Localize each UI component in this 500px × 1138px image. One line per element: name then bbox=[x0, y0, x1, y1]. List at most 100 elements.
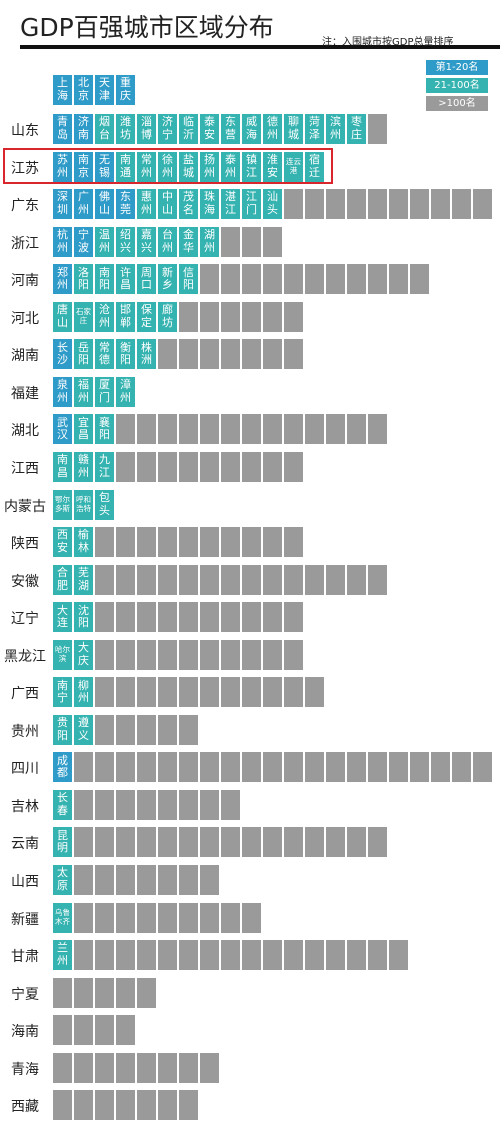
note: 注：入围城市按GDP总量排序 bbox=[322, 37, 454, 48]
other-city-cell bbox=[326, 752, 345, 783]
other-city-cell bbox=[431, 189, 450, 220]
other-city-cell bbox=[200, 789, 219, 820]
other-city-cell bbox=[53, 1090, 72, 1121]
other-city-cell bbox=[452, 752, 471, 783]
city-cell: 遵义 bbox=[74, 714, 93, 745]
other-city-cell bbox=[179, 602, 198, 633]
other-city-cell bbox=[263, 752, 282, 783]
other-city-cell bbox=[116, 977, 135, 1008]
city-cell: 上海 bbox=[53, 75, 72, 105]
other-city-cell bbox=[179, 789, 198, 820]
other-city-cell bbox=[137, 414, 156, 445]
other-city-cell bbox=[284, 940, 303, 971]
other-city-cell bbox=[263, 827, 282, 858]
other-city-cell bbox=[284, 827, 303, 858]
city-cell: 重庆 bbox=[116, 75, 135, 105]
city-cell: 淮安 bbox=[263, 151, 282, 182]
city-cell: 芜湖 bbox=[74, 564, 93, 595]
other-city-cell bbox=[158, 902, 177, 933]
other-city-cell bbox=[326, 264, 345, 295]
city-cell: 常州 bbox=[137, 151, 156, 182]
other-city-cell bbox=[116, 1090, 135, 1121]
province-label: 吉林 bbox=[11, 798, 39, 815]
city-cell: 青岛 bbox=[53, 114, 72, 144]
other-city-cell bbox=[284, 677, 303, 708]
other-city-cell bbox=[347, 752, 366, 783]
province-label: 陕西 bbox=[11, 536, 39, 553]
other-city-cell bbox=[347, 940, 366, 971]
other-city-cell bbox=[221, 752, 240, 783]
city-cell: 滨州 bbox=[326, 114, 345, 144]
city-cell: 唐山 bbox=[53, 301, 72, 332]
other-city-cell bbox=[137, 602, 156, 633]
other-city-cell bbox=[347, 564, 366, 595]
city-cell: 南昌 bbox=[53, 451, 72, 482]
other-city-cell bbox=[347, 264, 366, 295]
city-cell: 德州 bbox=[263, 114, 282, 144]
other-city-cell bbox=[200, 902, 219, 933]
other-city-cell bbox=[221, 639, 240, 670]
other-city-cell bbox=[200, 301, 219, 332]
other-city-cell bbox=[242, 226, 261, 257]
legend-item: 21-100名 bbox=[426, 78, 488, 93]
other-city-cell bbox=[116, 752, 135, 783]
province-label: 内蒙古 bbox=[4, 498, 46, 515]
province-label: 湖南 bbox=[11, 348, 39, 365]
other-city-cell bbox=[242, 564, 261, 595]
other-city-cell bbox=[221, 226, 240, 257]
city-cell: 哈尔滨 bbox=[53, 639, 72, 670]
city-cell: 长春 bbox=[53, 789, 72, 820]
other-city-cell bbox=[326, 564, 345, 595]
other-city-cell bbox=[200, 639, 219, 670]
province-label: 海南 bbox=[11, 1024, 39, 1041]
other-city-cell bbox=[116, 827, 135, 858]
other-city-cell bbox=[200, 602, 219, 633]
other-city-cell bbox=[284, 752, 303, 783]
other-city-cell bbox=[368, 189, 387, 220]
other-city-cell bbox=[74, 752, 93, 783]
city-cell: 南通 bbox=[116, 151, 135, 182]
city-cell: 石家庄 bbox=[74, 301, 93, 332]
city-cell: 长沙 bbox=[53, 339, 72, 370]
other-city-cell bbox=[305, 752, 324, 783]
other-city-cell bbox=[95, 714, 114, 745]
other-city-cell bbox=[116, 902, 135, 933]
other-city-cell bbox=[347, 189, 366, 220]
province-label: 黑龙江 bbox=[4, 648, 46, 665]
city-cell: 泰安 bbox=[200, 114, 219, 144]
other-city-cell bbox=[74, 1052, 93, 1083]
other-city-cell bbox=[53, 1015, 72, 1046]
other-city-cell bbox=[95, 977, 114, 1008]
other-city-cell bbox=[200, 827, 219, 858]
other-city-cell bbox=[95, 789, 114, 820]
other-city-cell bbox=[221, 339, 240, 370]
other-city-cell bbox=[179, 1052, 198, 1083]
city-cell: 深圳 bbox=[53, 189, 72, 220]
city-cell: 许昌 bbox=[116, 264, 135, 295]
other-city-cell bbox=[116, 564, 135, 595]
other-city-cell bbox=[305, 264, 324, 295]
other-city-cell bbox=[242, 752, 261, 783]
city-cell: 柳州 bbox=[74, 677, 93, 708]
city-cell: 乌鲁木齐 bbox=[53, 902, 72, 933]
other-city-cell bbox=[200, 1052, 219, 1083]
other-city-cell bbox=[158, 1090, 177, 1121]
other-city-cell bbox=[263, 264, 282, 295]
other-city-cell bbox=[263, 564, 282, 595]
other-city-cell bbox=[158, 1052, 177, 1083]
other-city-cell bbox=[116, 414, 135, 445]
province-label: 湖北 bbox=[11, 423, 39, 440]
other-city-cell bbox=[137, 940, 156, 971]
other-city-cell bbox=[137, 752, 156, 783]
other-city-cell bbox=[179, 902, 198, 933]
other-city-cell bbox=[389, 752, 408, 783]
other-city-cell bbox=[200, 264, 219, 295]
other-city-cell bbox=[158, 865, 177, 895]
other-city-cell bbox=[242, 264, 261, 295]
city-cell: 绍兴 bbox=[116, 226, 135, 257]
other-city-cell bbox=[179, 752, 198, 783]
other-city-cell bbox=[242, 527, 261, 558]
city-cell: 宁波 bbox=[74, 226, 93, 257]
city-cell: 贵阳 bbox=[53, 714, 72, 745]
province-label: 甘肃 bbox=[11, 949, 39, 966]
